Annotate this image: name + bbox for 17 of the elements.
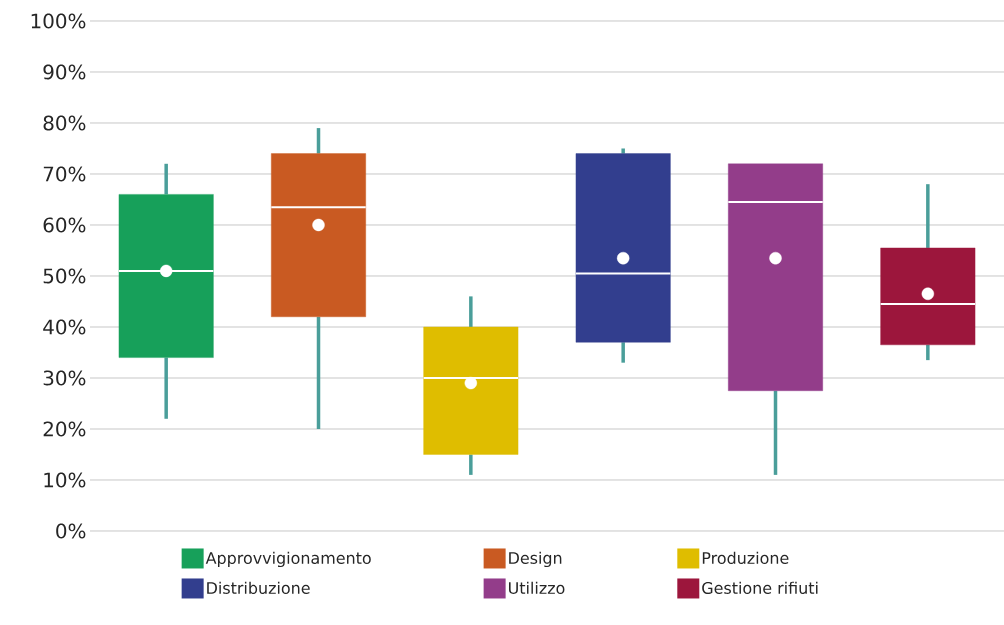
y-tick-label: 90% (43, 64, 86, 80)
legend-label: Distribuzione (207, 581, 310, 594)
legend-label: Utilizzo (509, 581, 565, 594)
legend-label: Approvvigionamento (205, 551, 371, 568)
y-tick-label: 40% (43, 319, 86, 335)
y-tick-label: 80% (43, 115, 86, 131)
legend-label: Design (509, 551, 562, 568)
y-tick-label: 70% (43, 166, 86, 182)
y-tick-label: 10% (44, 472, 86, 488)
y-tick-label: 50% (43, 268, 86, 284)
legend-label: Gestione rifiuti (702, 581, 818, 594)
y-tick-label: 30% (43, 370, 86, 386)
y-tick-label: 0% (56, 523, 86, 539)
y-tick-label: 60% (43, 217, 86, 233)
legend-label: Produzione (702, 551, 789, 564)
y-tick-label: 20% (43, 421, 86, 437)
y-tick-label: 100% (31, 13, 86, 29)
